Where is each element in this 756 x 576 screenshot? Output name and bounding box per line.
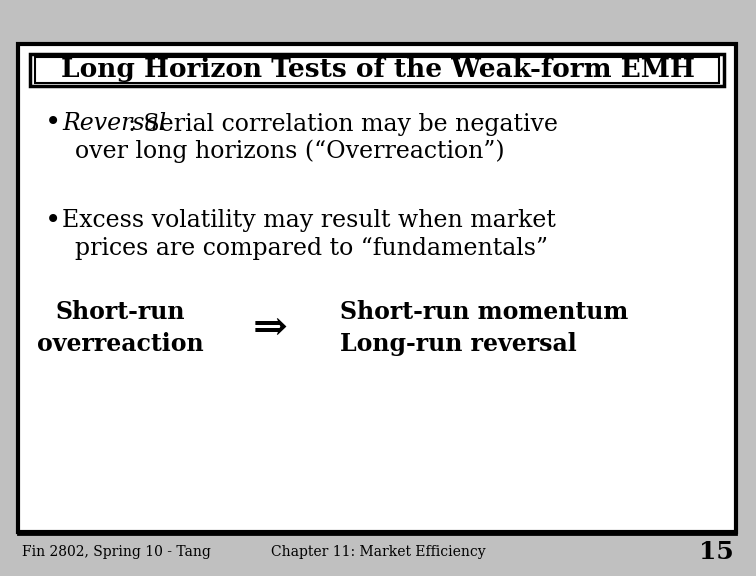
Text: •: • [45,111,61,138]
Text: Reversal: Reversal [62,112,166,135]
Text: Short-run
overreaction: Short-run overreaction [37,300,203,356]
Text: Long Horizon Tests of the Weak-form EMH: Long Horizon Tests of the Weak-form EMH [61,56,695,81]
Text: Short-run momentum
Long-run reversal: Short-run momentum Long-run reversal [340,300,628,356]
Text: prices are compared to “fundamentals”: prices are compared to “fundamentals” [75,237,548,260]
Text: Excess volatility may result when market: Excess volatility may result when market [62,210,556,233]
Bar [30,54,724,86]
Text: : Serial correlation may be negative: : Serial correlation may be negative [128,112,558,135]
Text: Fin 2802, Spring 10 - Tang: Fin 2802, Spring 10 - Tang [22,545,211,559]
Text: 15: 15 [699,540,734,564]
Text: •: • [45,207,61,234]
Text: over long horizons (“Overreaction”): over long horizons (“Overreaction”) [75,139,504,163]
Text: ⇒: ⇒ [253,307,287,349]
Bar [35,57,719,83]
Text: Chapter 11: Market Efficiency: Chapter 11: Market Efficiency [271,545,485,559]
Bar [18,44,736,532]
